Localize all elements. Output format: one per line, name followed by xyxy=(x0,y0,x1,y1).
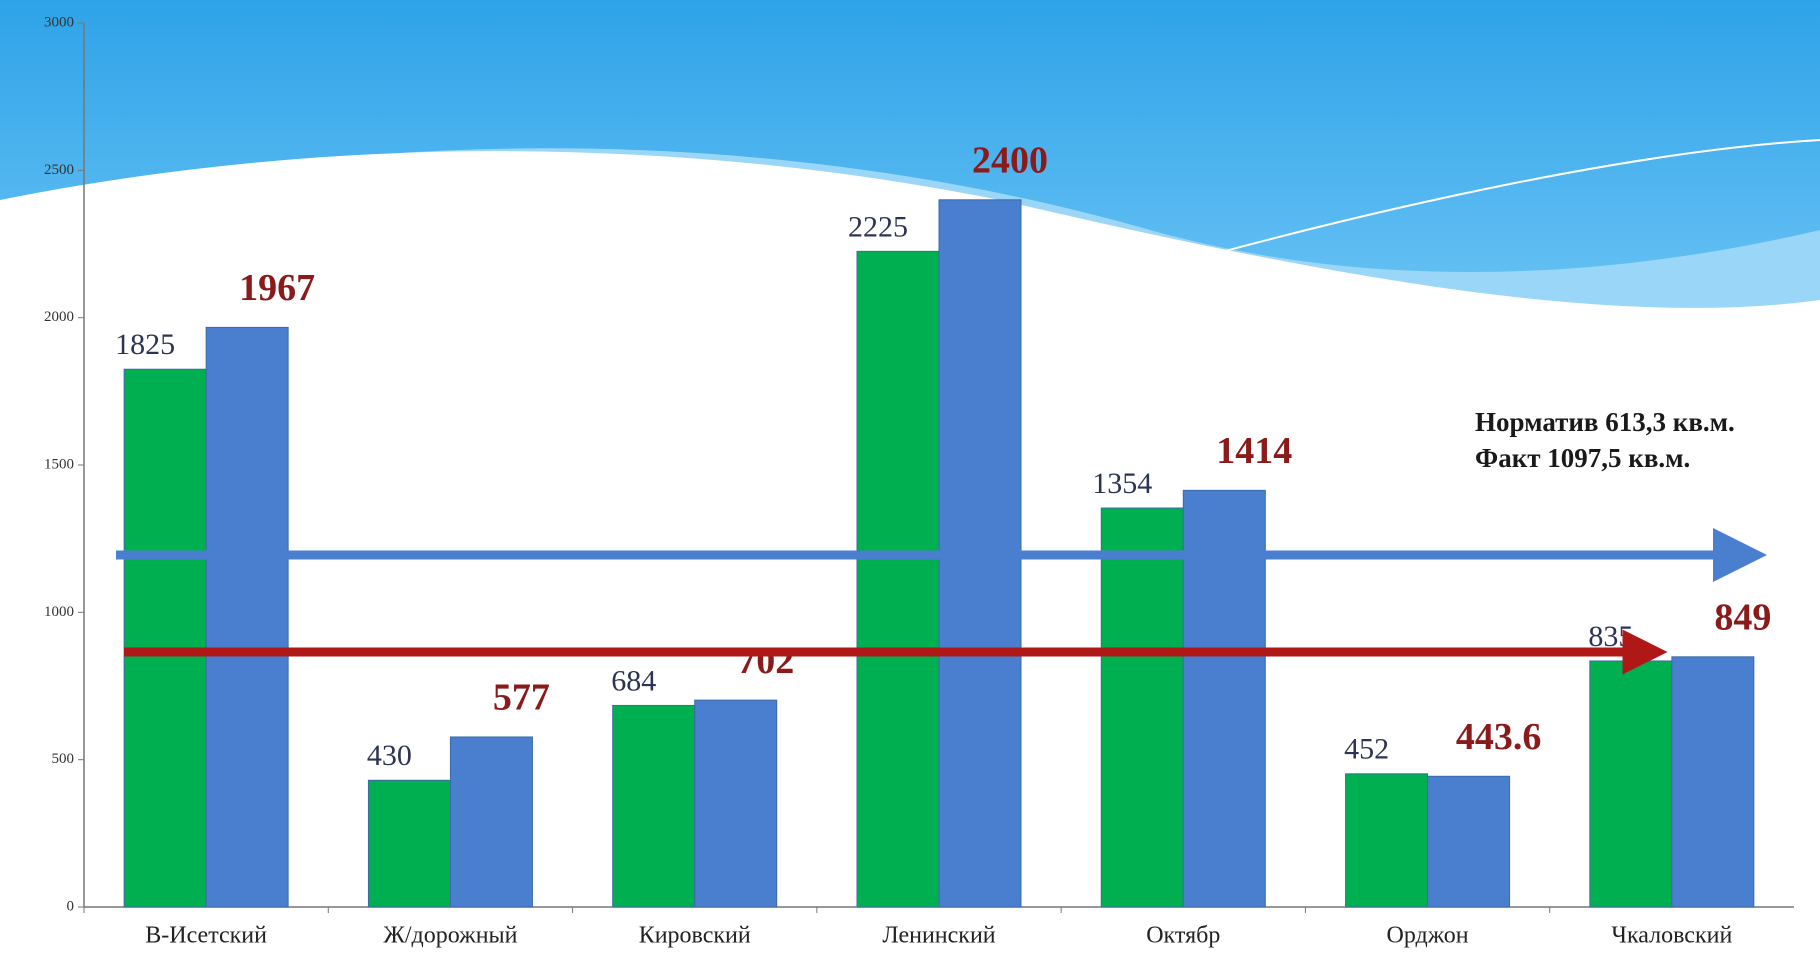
bar xyxy=(449,736,533,908)
value-label: 702 xyxy=(737,640,794,682)
bar xyxy=(1100,507,1184,908)
y-tick-label: 2500 xyxy=(44,162,74,178)
value-label: 2400 xyxy=(972,140,1048,182)
y-tick-label: 3000 xyxy=(44,14,74,30)
bar xyxy=(856,250,940,908)
x-tick-label: Ленинский xyxy=(882,923,995,949)
value-label: 443.6 xyxy=(1456,716,1542,758)
y-tick-label: 1000 xyxy=(44,604,74,620)
bar xyxy=(367,779,451,908)
value-label: 1825 xyxy=(115,328,175,361)
x-tick-label: Орджон xyxy=(1387,923,1469,949)
bar xyxy=(1589,660,1673,908)
x-tick-label: Ж/дорожный xyxy=(383,923,517,949)
value-label: 849 xyxy=(1714,597,1771,639)
value-label: 1967 xyxy=(239,267,315,309)
bar xyxy=(1345,773,1429,908)
annotation: Норматив 613,3 кв.м. Факт 1097,5 кв.м. xyxy=(1475,404,1775,476)
x-tick-label: В-Исетский xyxy=(145,923,267,949)
wave-line xyxy=(1119,139,1820,281)
bar xyxy=(123,368,207,908)
y-tick-label: 1500 xyxy=(44,456,74,472)
x-tick-label: Чкаловский xyxy=(1611,923,1732,949)
value-label: 684 xyxy=(611,664,656,697)
bar xyxy=(205,326,289,908)
y-tick-label: 0 xyxy=(67,898,75,914)
annotation-line: Факт 1097,5 кв.м. xyxy=(1475,443,1691,473)
bar xyxy=(1182,489,1266,908)
bar xyxy=(612,704,696,908)
bar xyxy=(694,699,778,908)
annotation-line: Норматив 613,3 кв.м. xyxy=(1475,407,1735,437)
y-tick-label: 2000 xyxy=(44,309,74,325)
y-tick-label: 500 xyxy=(52,751,75,767)
value-label: 1414 xyxy=(1216,430,1292,472)
value-label: 452 xyxy=(1344,733,1389,766)
plot: 0 500 1000 1500 2000 2500 3000 В-Исетский 1825 19… xyxy=(44,14,1794,949)
value-label: 1354 xyxy=(1092,467,1152,500)
x-tick-label: Кировский xyxy=(639,923,751,949)
bar xyxy=(1427,775,1511,908)
value-label: 577 xyxy=(493,677,550,719)
bar xyxy=(1671,656,1755,908)
value-label: 2225 xyxy=(848,210,908,243)
x-tick-label: Октябр xyxy=(1146,923,1220,949)
value-label: 430 xyxy=(367,739,412,772)
